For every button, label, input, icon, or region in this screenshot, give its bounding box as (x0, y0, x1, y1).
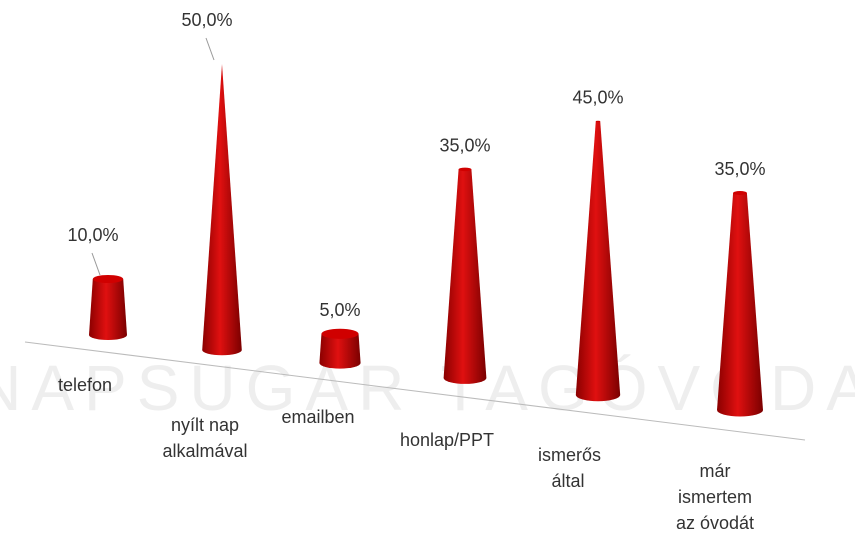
x-tick-label: már ismertem az óvodát (670, 458, 760, 536)
value-label: 35,0% (439, 135, 490, 155)
cone-top (93, 275, 123, 283)
cone-top (459, 168, 472, 172)
x-tick-label: emailben (253, 404, 383, 430)
value-label: 50,0% (181, 10, 232, 30)
x-tick-label: honlap/PPT (382, 427, 512, 453)
value-label: 35,0% (714, 159, 765, 179)
value-label: 10,0% (67, 225, 118, 245)
cone-top (596, 121, 600, 122)
value-label: 5,0% (319, 300, 360, 320)
x-tick-label: nyílt nap alkalmával (155, 412, 255, 464)
chart: NAPSUGÁR TAGÓVODA 10,0%50,0%5,0%35,0%45,… (0, 0, 855, 541)
leader-line (92, 253, 100, 275)
cone-top (321, 329, 358, 339)
x-tick-label: ismerős által (538, 442, 598, 494)
x-tick-label: telefon (20, 372, 150, 398)
cone (717, 193, 763, 416)
leader-line (206, 38, 214, 60)
cone (202, 64, 242, 355)
cone-top (733, 191, 747, 195)
value-label: 45,0% (572, 87, 623, 107)
cone (89, 279, 127, 340)
cone (576, 121, 620, 401)
cone (444, 169, 487, 384)
cone (319, 334, 360, 369)
